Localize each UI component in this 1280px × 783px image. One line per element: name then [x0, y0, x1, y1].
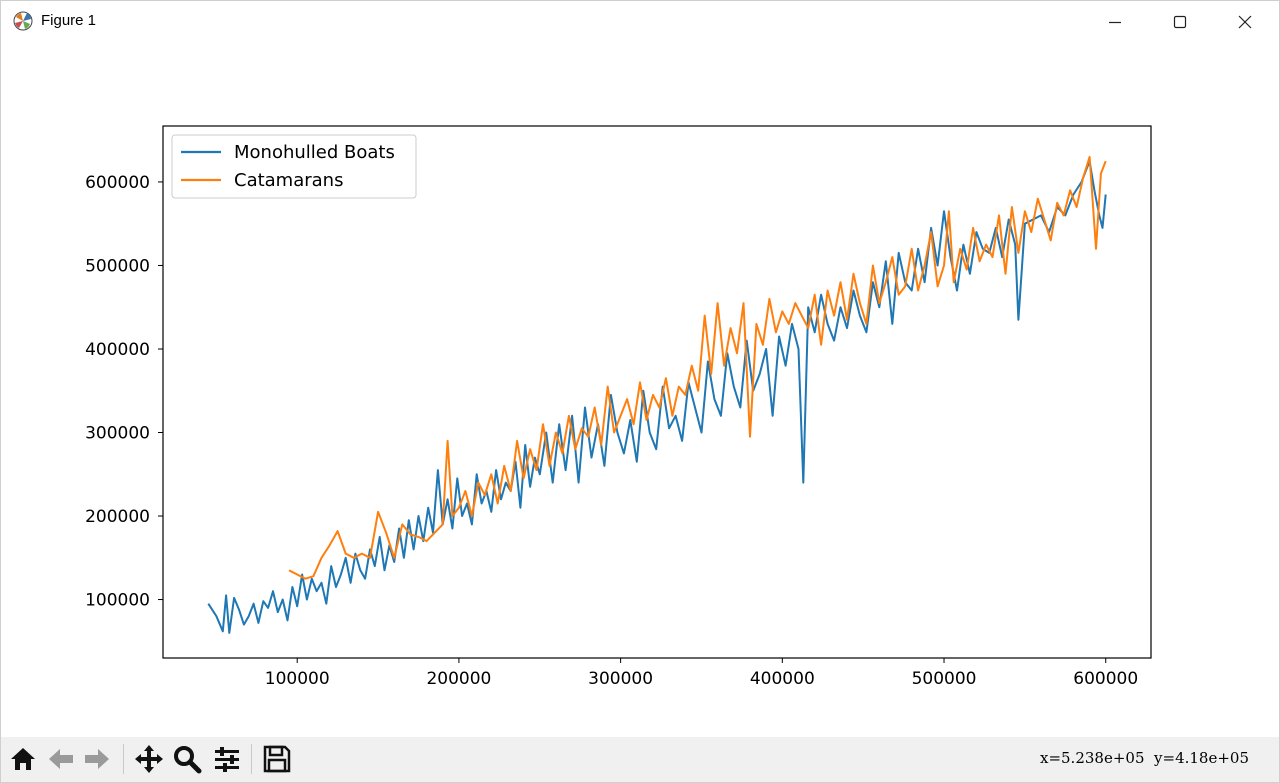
- zoom-button[interactable]: [171, 743, 203, 775]
- y-tick-label: 400000: [85, 340, 150, 360]
- y-tick-label: 200000: [85, 507, 150, 527]
- axes-frame: [162, 125, 1152, 659]
- x-tick-label: 500000: [912, 669, 977, 689]
- configure-subplots-button[interactable]: [211, 743, 243, 775]
- series-line-1: [207, 160, 1107, 634]
- series-line-2: [288, 155, 1107, 580]
- title-bar[interactable]: Figure 1: [1, 1, 1279, 42]
- x-tick-label: 400000: [750, 669, 815, 689]
- toolbar-separator: [251, 744, 252, 774]
- arrow-right-icon: [85, 749, 109, 769]
- legend-label-2: Catamarans: [234, 170, 343, 191]
- maximize-button[interactable]: [1150, 1, 1210, 42]
- sliders-icon: [215, 747, 239, 772]
- x-tick-label: 300000: [588, 669, 653, 689]
- cursor-coordinates: x=5.238e+05 y=4.18e+05: [1039, 749, 1249, 767]
- line-chart: 100000 200000 300000 400000 500000 600000 100…: [85, 125, 1152, 689]
- matplotlib-logo-icon: [13, 11, 33, 31]
- y-axis: 100000 200000 300000 400000 500000 600000: [85, 173, 163, 611]
- y-tick-label: 600000: [85, 173, 150, 193]
- legend-box: [171, 134, 417, 199]
- forward-button[interactable]: [81, 743, 113, 775]
- minimize-icon: [1109, 21, 1121, 23]
- x-axis: 100000 200000 300000 400000 500000 600000: [265, 658, 1138, 689]
- home-icon: [11, 748, 35, 770]
- minimize-button[interactable]: [1085, 1, 1145, 42]
- legend-label-1: Monohulled Boats: [234, 142, 395, 163]
- pan-button[interactable]: [133, 743, 165, 775]
- y-tick-label: 300000: [85, 424, 150, 444]
- x-tick-label: 600000: [1073, 669, 1138, 689]
- arrow-left-icon: [49, 749, 73, 769]
- x-tick-label: 100000: [265, 669, 330, 689]
- toolbar-separator: [123, 744, 124, 774]
- save-button[interactable]: [261, 743, 293, 775]
- legend: Monohulled Boats Catamarans: [171, 134, 417, 199]
- magnifier-icon: [174, 746, 202, 774]
- floppy-disk-icon: [263, 745, 291, 773]
- navigation-toolbar: x=5.238e+05 y=4.18e+05: [1, 737, 1279, 782]
- close-icon: [1238, 15, 1252, 28]
- move-icon: [135, 745, 163, 773]
- home-button[interactable]: [7, 743, 39, 775]
- y-tick-label: 500000: [85, 256, 150, 276]
- back-button[interactable]: [45, 743, 77, 775]
- close-button[interactable]: [1215, 1, 1275, 42]
- y-tick-label: 100000: [85, 591, 150, 611]
- x-tick-label: 200000: [426, 669, 491, 689]
- window-title: Figure 1: [41, 12, 97, 29]
- series-lines: [207, 155, 1107, 634]
- figure-canvas[interactable]: 100000 200000 300000 400000 500000 600000 100…: [1, 42, 1279, 737]
- maximize-icon: [1173, 15, 1187, 28]
